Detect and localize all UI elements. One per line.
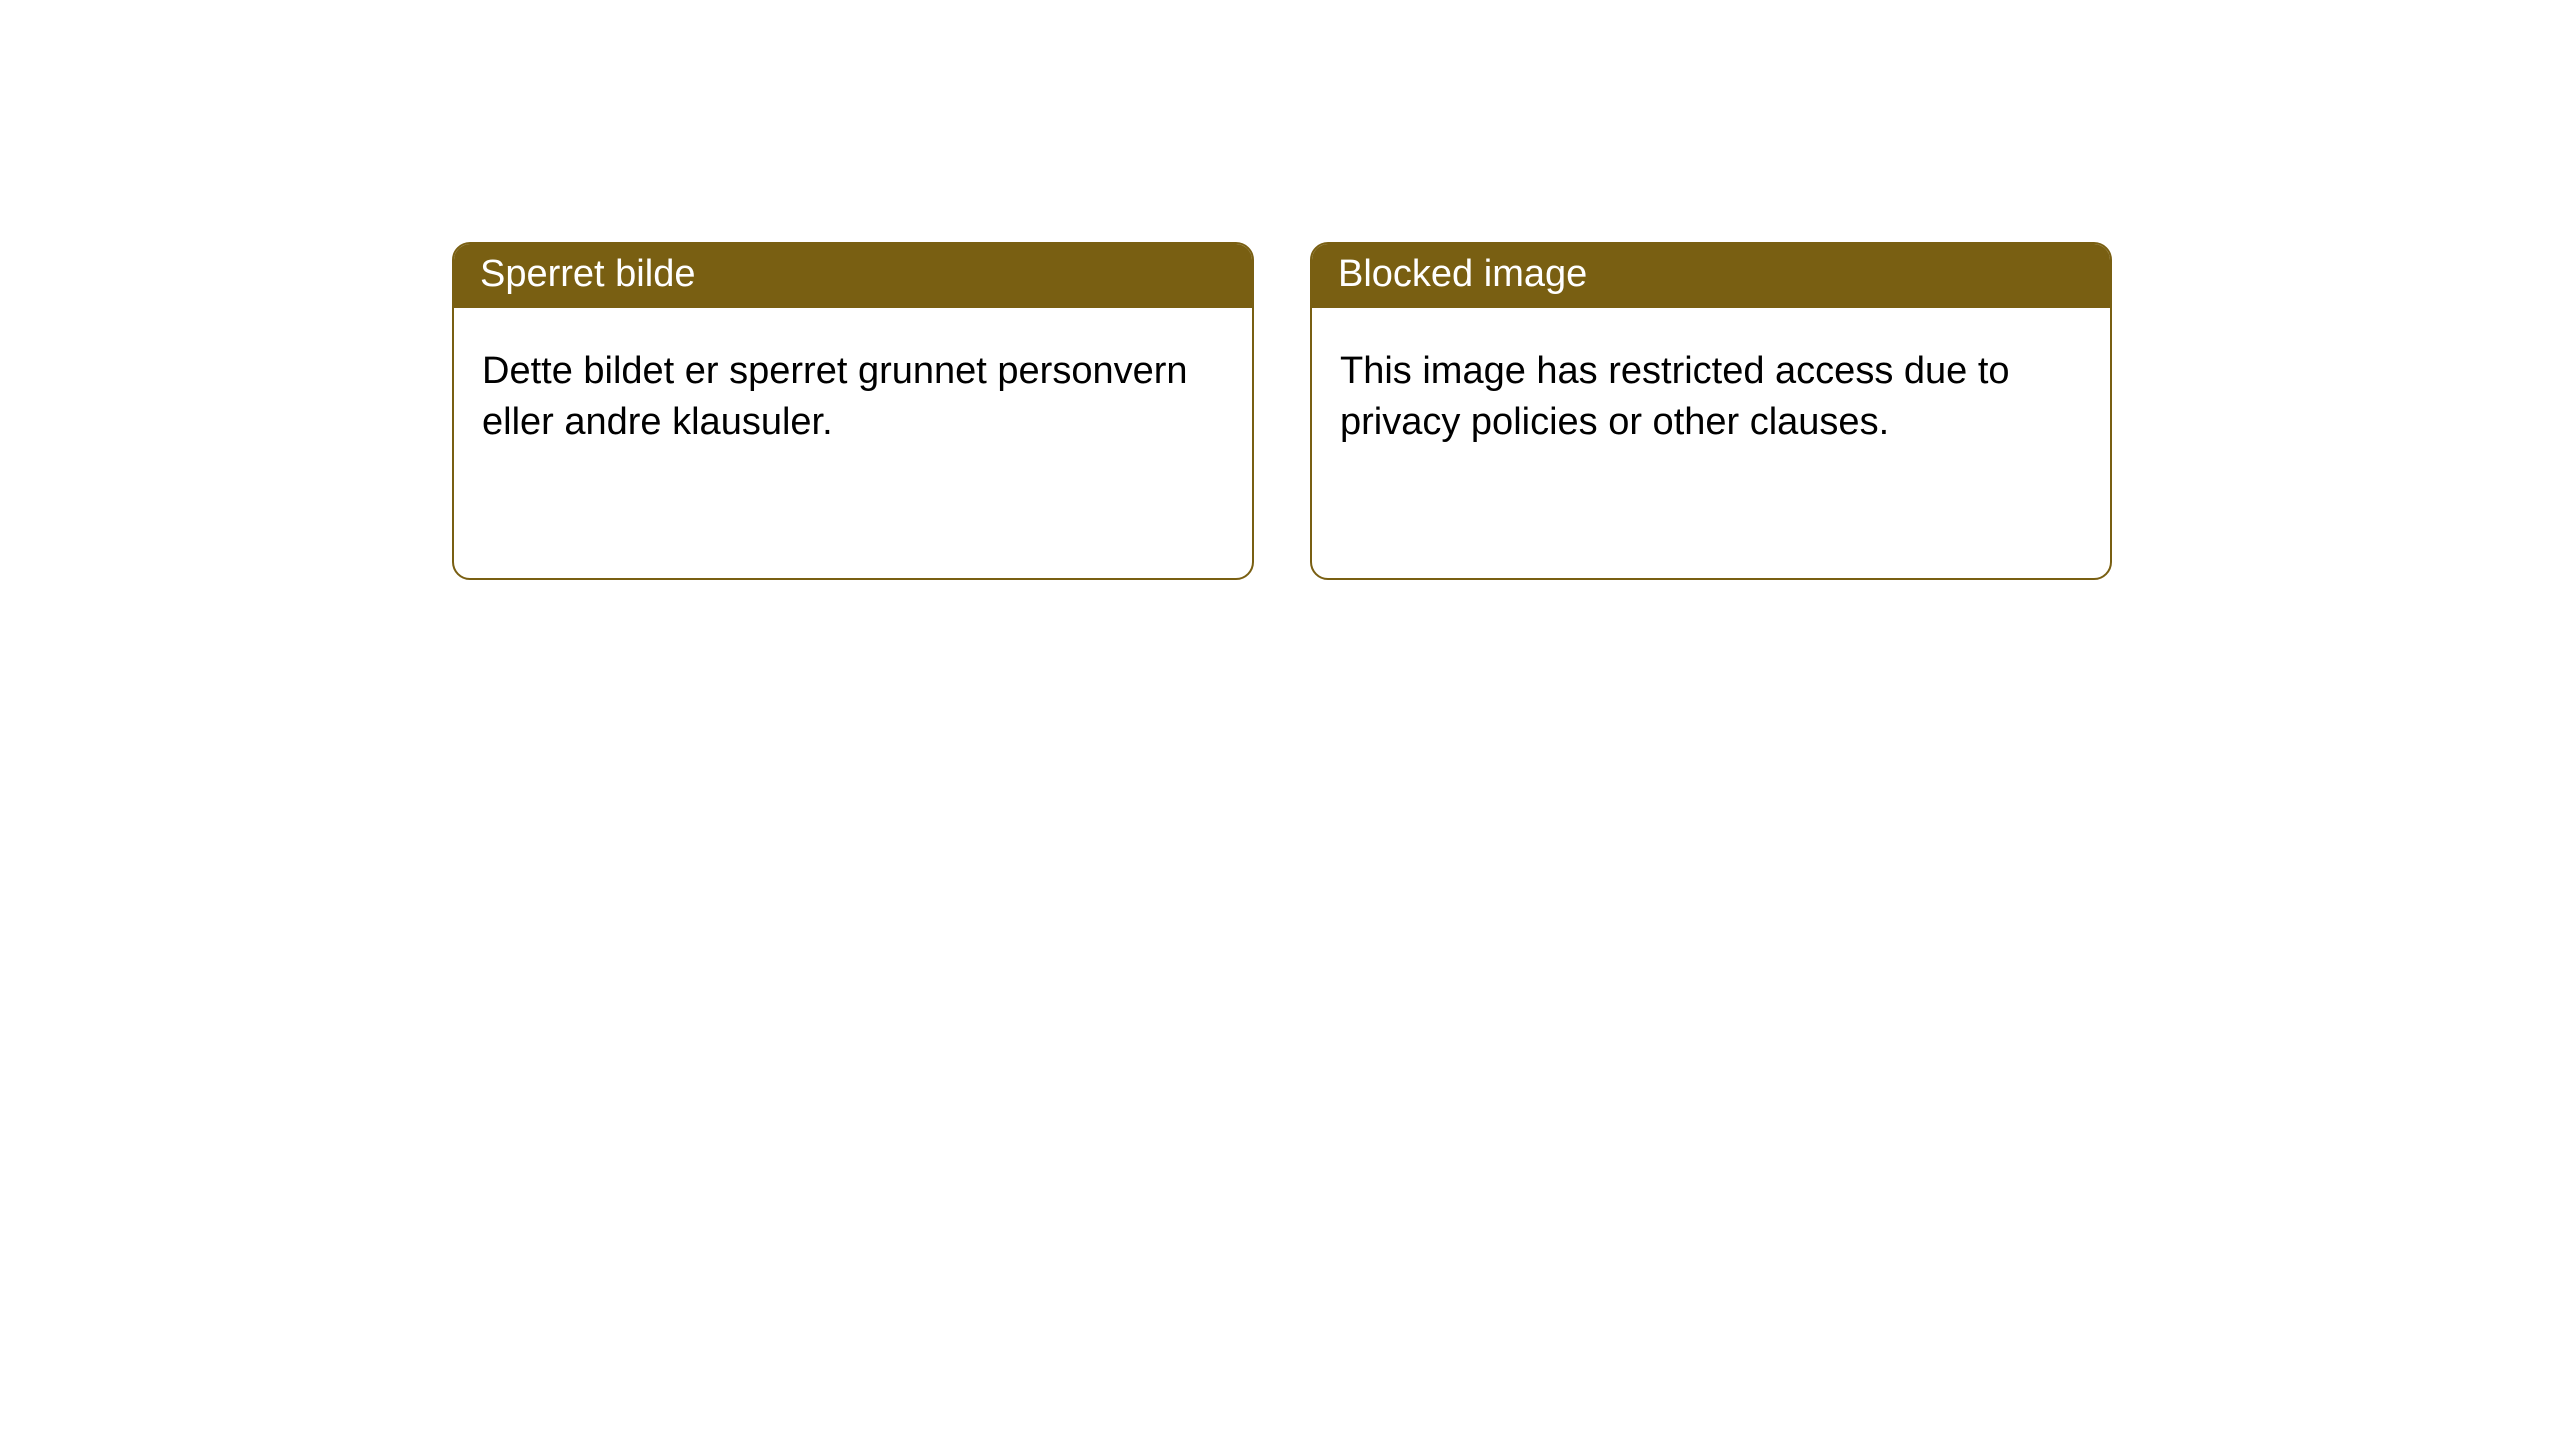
card-header: Blocked image: [1312, 244, 2110, 308]
card-title: Blocked image: [1338, 253, 1587, 295]
card-body: This image has restricted access due to …: [1312, 308, 2110, 477]
card-body: Dette bildet er sperret grunnet personve…: [454, 308, 1252, 477]
notice-card-english: Blocked image This image has restricted …: [1310, 242, 2112, 580]
card-body-text: This image has restricted access due to …: [1340, 350, 2010, 444]
notice-card-norwegian: Sperret bilde Dette bildet er sperret gr…: [452, 242, 1254, 580]
notice-cards-container: Sperret bilde Dette bildet er sperret gr…: [0, 0, 2560, 580]
card-title: Sperret bilde: [480, 253, 695, 295]
card-header: Sperret bilde: [454, 244, 1252, 308]
card-body-text: Dette bildet er sperret grunnet personve…: [482, 350, 1188, 444]
